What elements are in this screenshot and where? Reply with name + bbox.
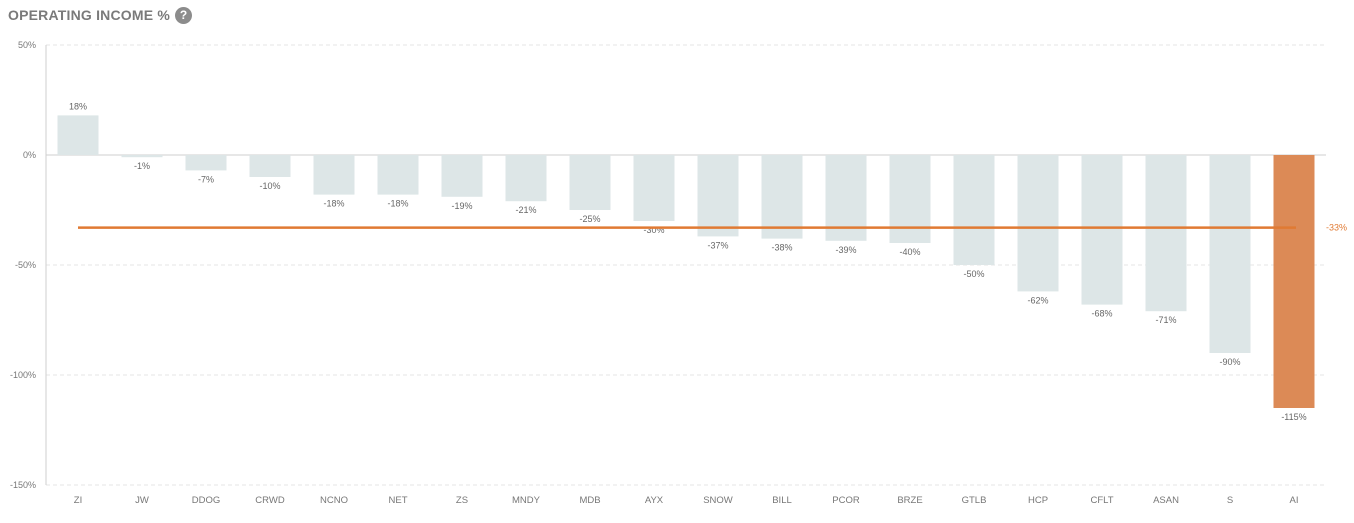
x-tick-label: MDB <box>579 495 600 506</box>
bar-s <box>1209 155 1251 353</box>
data-label: -40% <box>899 247 920 257</box>
bar-ncno <box>313 155 355 195</box>
bar-bill <box>761 155 803 239</box>
data-label: -39% <box>835 245 856 255</box>
data-label: -62% <box>1027 295 1048 305</box>
data-label: -38% <box>771 243 792 253</box>
bar-zs <box>441 155 483 197</box>
y-tick-label: -150% <box>10 480 36 490</box>
average-label: -33% <box>1326 223 1347 233</box>
bar-hcp <box>1017 155 1059 292</box>
x-tick-label: HCP <box>1028 495 1048 506</box>
x-tick-label: S <box>1227 495 1233 506</box>
data-label: -21% <box>515 205 536 215</box>
x-tick-label: SNOW <box>703 495 733 506</box>
bar-net <box>377 155 419 195</box>
data-label: -7% <box>198 174 214 184</box>
x-tick-label: AYX <box>645 495 664 506</box>
y-tick-label: -50% <box>15 260 36 270</box>
data-label: -71% <box>1155 315 1176 325</box>
data-label: 18% <box>69 101 87 111</box>
bar-mndy <box>505 155 547 202</box>
data-label: -19% <box>451 201 472 211</box>
chart-header: OPERATING INCOME % ? <box>8 5 193 25</box>
x-tick-label: CFLT <box>1090 495 1113 506</box>
x-tick-label: BILL <box>772 495 792 506</box>
x-tick-label: JW <box>135 495 149 506</box>
x-tick-label: GTLB <box>962 495 987 506</box>
data-label: -18% <box>323 199 344 209</box>
data-label: -25% <box>579 214 600 224</box>
x-tick-label: PCOR <box>832 495 860 506</box>
data-label: -18% <box>387 199 408 209</box>
bar-gtlb <box>953 155 995 265</box>
bar-jw <box>121 155 163 158</box>
data-label: -115% <box>1281 412 1306 422</box>
y-tick-label: -100% <box>10 370 36 380</box>
data-label: -1% <box>134 161 150 171</box>
bar-ddog <box>185 155 227 171</box>
data-label: -68% <box>1091 309 1112 319</box>
x-tick-label: ZS <box>456 495 468 506</box>
x-tick-label: ASAN <box>1153 495 1179 506</box>
x-tick-label: NET <box>389 495 408 506</box>
bar-snow <box>697 155 739 237</box>
bar-ayx <box>633 155 675 221</box>
chart-title: OPERATING INCOME % <box>8 7 171 23</box>
data-label: -30% <box>643 225 664 235</box>
y-tick-label: 50% <box>18 40 36 50</box>
bar-asan <box>1145 155 1187 312</box>
y-tick-label: 0% <box>23 150 36 160</box>
x-tick-label: CRWD <box>255 495 285 506</box>
x-tick-label: AI <box>1290 495 1299 506</box>
x-tick-label: DDOG <box>192 495 221 506</box>
bar-crwd <box>249 155 291 177</box>
question-circle-icon[interactable]: ? <box>175 6 193 24</box>
bar-brze <box>889 155 931 243</box>
data-label: -10% <box>259 181 280 191</box>
data-label: -50% <box>963 269 984 279</box>
bar-ai <box>1273 155 1315 408</box>
x-tick-label: ZI <box>74 495 82 506</box>
x-tick-label: BRZE <box>897 495 922 506</box>
bar-mdb <box>569 155 611 210</box>
x-tick-label: NCNO <box>320 495 348 506</box>
bar-zi <box>57 115 99 155</box>
data-label: -37% <box>707 240 728 250</box>
x-tick-label: MNDY <box>512 495 541 506</box>
data-label: -90% <box>1219 357 1240 367</box>
bar-cflt <box>1081 155 1123 305</box>
